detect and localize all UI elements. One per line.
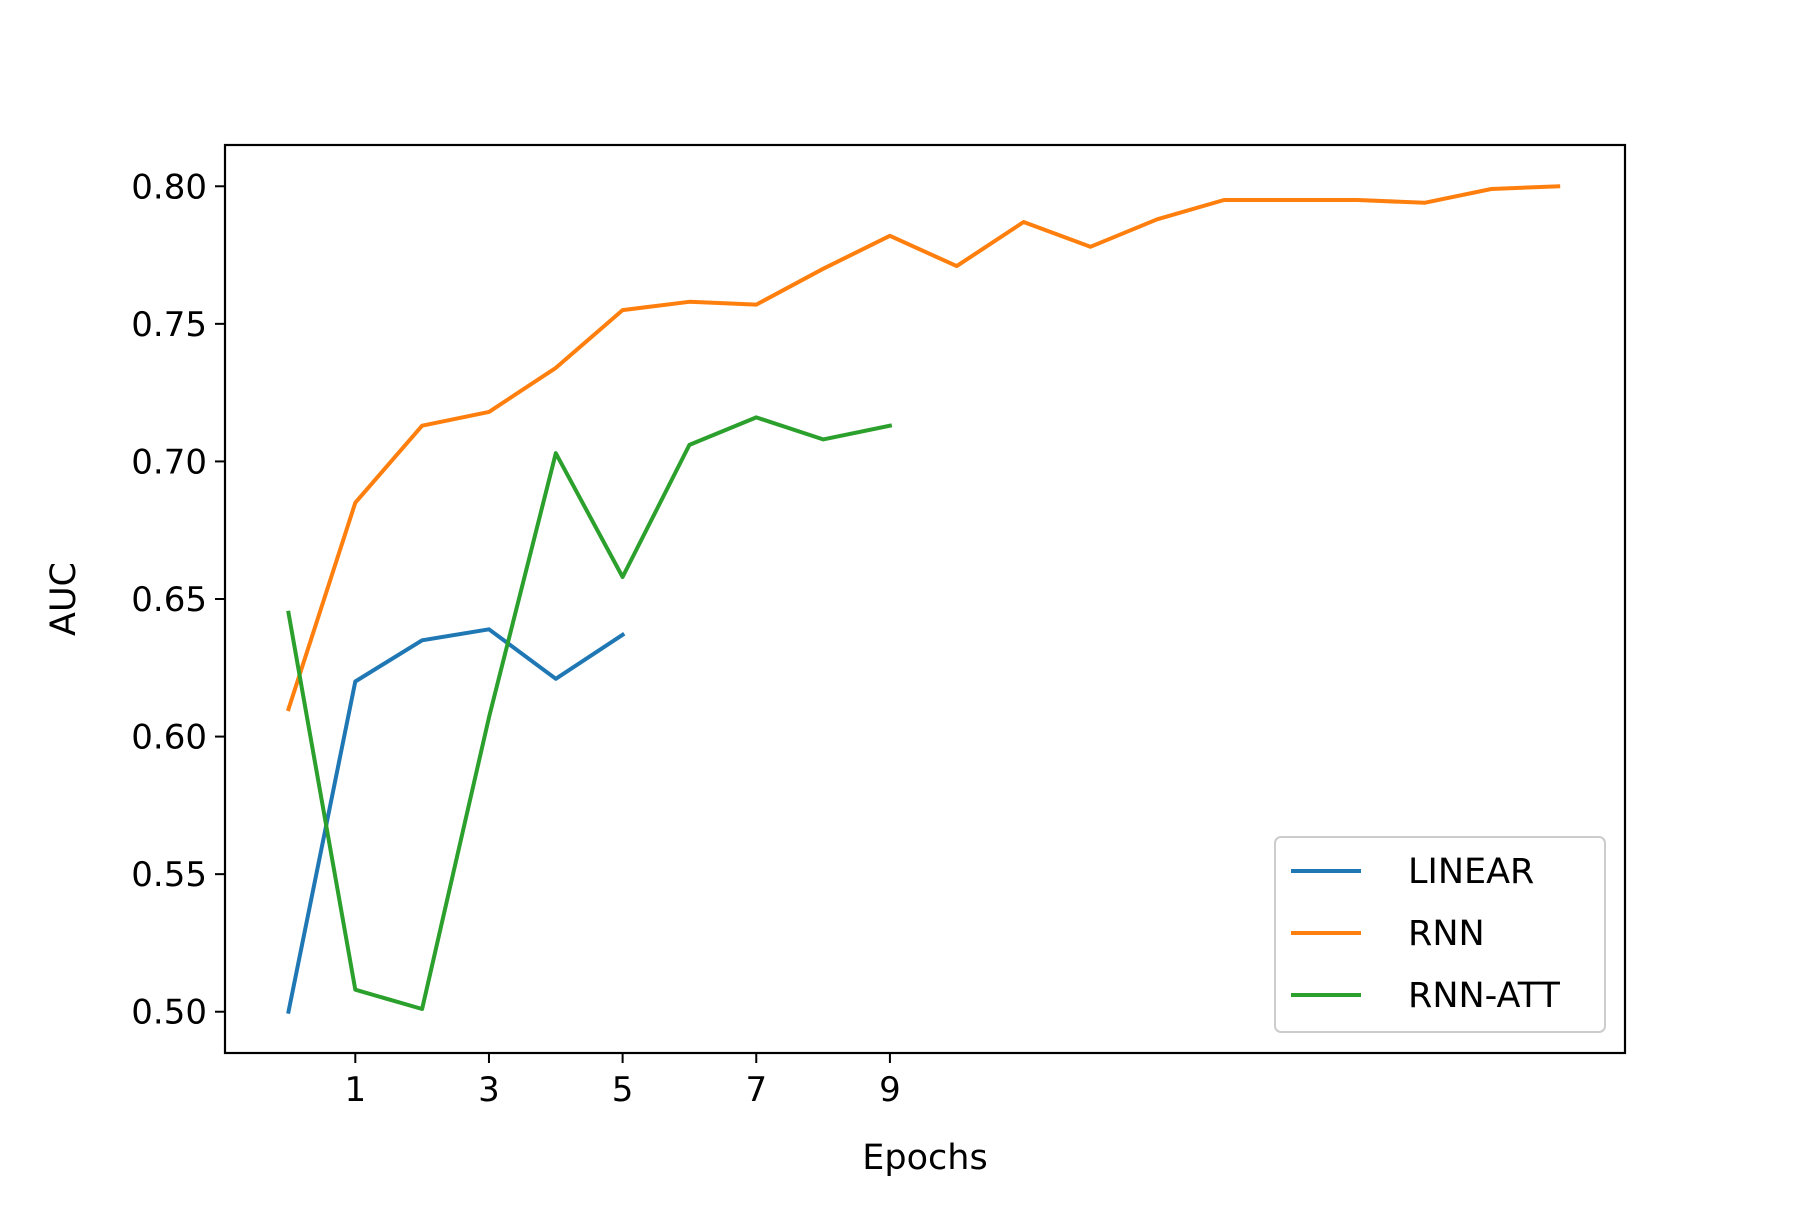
series-layer [285, 184, 1561, 1015]
y-axis-label: AUC [44, 562, 84, 636]
y-axis: 0.50 0.55 0.60 0.65 0.70 0.75 0.80 [131, 167, 225, 1033]
x-axis-label: Epochs [862, 1138, 987, 1178]
series-line-linear [286, 627, 626, 1015]
legend-label-linear: LINEAR [1408, 852, 1534, 892]
x-axis: 1 3 5 7 9 [344, 1053, 901, 1110]
y-tick-label: 0.55 [131, 855, 207, 895]
legend-box [1274, 836, 1606, 1033]
y-tick-label: 0.65 [131, 580, 207, 620]
legend-label-rnn: RNN [1408, 914, 1485, 954]
x-tick-label: 7 [745, 1070, 767, 1110]
y-tick-label: 0.70 [131, 442, 207, 482]
x-tick-label: 9 [879, 1070, 901, 1110]
x-tick-label: 5 [612, 1070, 634, 1110]
legend: LINEAR RNN RNN-ATT [1274, 836, 1606, 1033]
y-tick-label: 0.50 [131, 993, 207, 1033]
x-tick-label: 3 [478, 1070, 500, 1110]
series-line-rnn [285, 184, 1561, 712]
y-tick-label: 0.75 [131, 305, 207, 345]
x-tick-label: 1 [344, 1070, 366, 1110]
series-line-rnn-att [286, 415, 893, 1011]
y-tick-label: 0.80 [131, 167, 207, 207]
y-tick-label: 0.60 [131, 718, 207, 758]
legend-label-rnn-att: RNN-ATT [1408, 976, 1561, 1016]
